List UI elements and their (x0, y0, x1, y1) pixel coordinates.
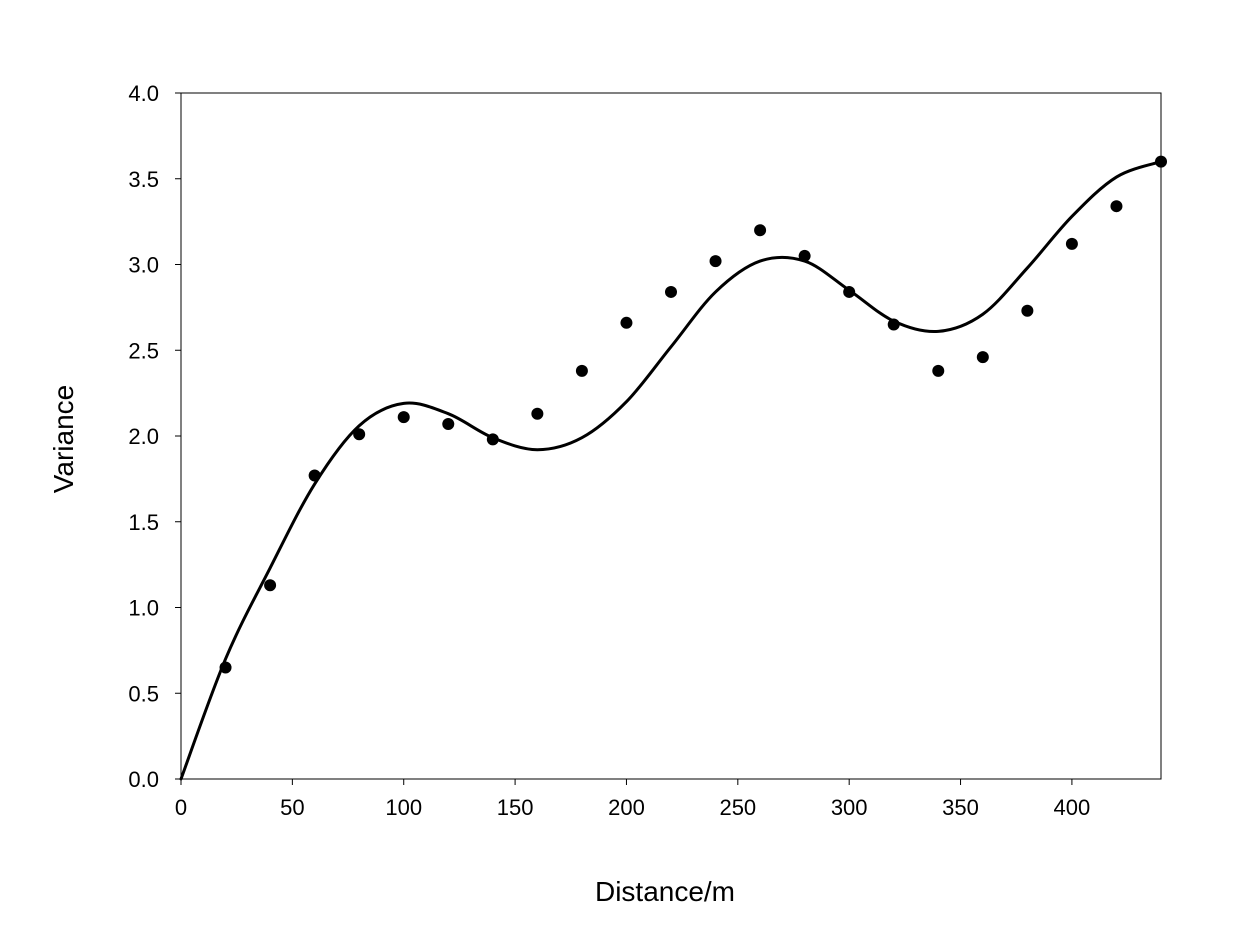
data-point (353, 428, 366, 441)
data-point (709, 255, 722, 268)
data-point (932, 364, 945, 377)
x-tick-label: 150 (497, 795, 534, 820)
x-tick-label: 100 (385, 795, 422, 820)
x-tick-label: 300 (831, 795, 868, 820)
data-point (1110, 200, 1123, 213)
x-tick-label: 350 (942, 795, 979, 820)
fit-line-layer (179, 160, 1163, 781)
data-point (531, 407, 544, 420)
x-axis-title: Distance/m (595, 876, 735, 907)
data-point (1021, 304, 1034, 317)
y-tick-label: 2.5 (128, 338, 159, 363)
data-point (887, 318, 900, 331)
fit-line (179, 160, 1163, 781)
y-axis-title: Variance (48, 385, 79, 493)
data-point (442, 417, 455, 430)
data-point (798, 249, 811, 262)
y-tick-label: 0.0 (128, 767, 159, 792)
data-point (486, 433, 499, 446)
x-tick-label: 0 (175, 795, 187, 820)
data-point (843, 285, 856, 298)
x-axis-ticks: 0 50 100 150 200 250 300 350 400 (175, 779, 1090, 820)
data-point (976, 351, 989, 364)
y-tick-label: 1.0 (128, 596, 159, 621)
y-tick-label: 2.0 (128, 424, 159, 449)
y-tick-label: 3.0 (128, 253, 159, 278)
data-point (397, 411, 410, 424)
data-point (219, 661, 232, 674)
data-point (754, 224, 767, 237)
data-point (575, 364, 588, 377)
data-point (1155, 155, 1167, 168)
data-point (1065, 237, 1078, 250)
data-point (264, 579, 277, 592)
data-points-layer (219, 155, 1167, 674)
x-tick-label: 250 (719, 795, 756, 820)
plot-frame (180, 92, 1162, 780)
y-tick-label: 3.5 (128, 167, 159, 192)
data-point (308, 469, 321, 482)
y-tick-label: 4.0 (128, 81, 159, 106)
x-tick-label: 50 (280, 795, 304, 820)
y-tick-label: 1.5 (128, 510, 159, 535)
data-point (665, 285, 677, 298)
data-point (620, 316, 633, 329)
x-tick-label: 400 (1054, 795, 1091, 820)
y-axis-ticks: 0.0 0.5 1.0 1.5 2.0 2.5 3.0 3.5 4.0 (128, 81, 181, 792)
x-tick-label: 200 (608, 795, 645, 820)
y-tick-label: 0.5 (128, 681, 159, 706)
